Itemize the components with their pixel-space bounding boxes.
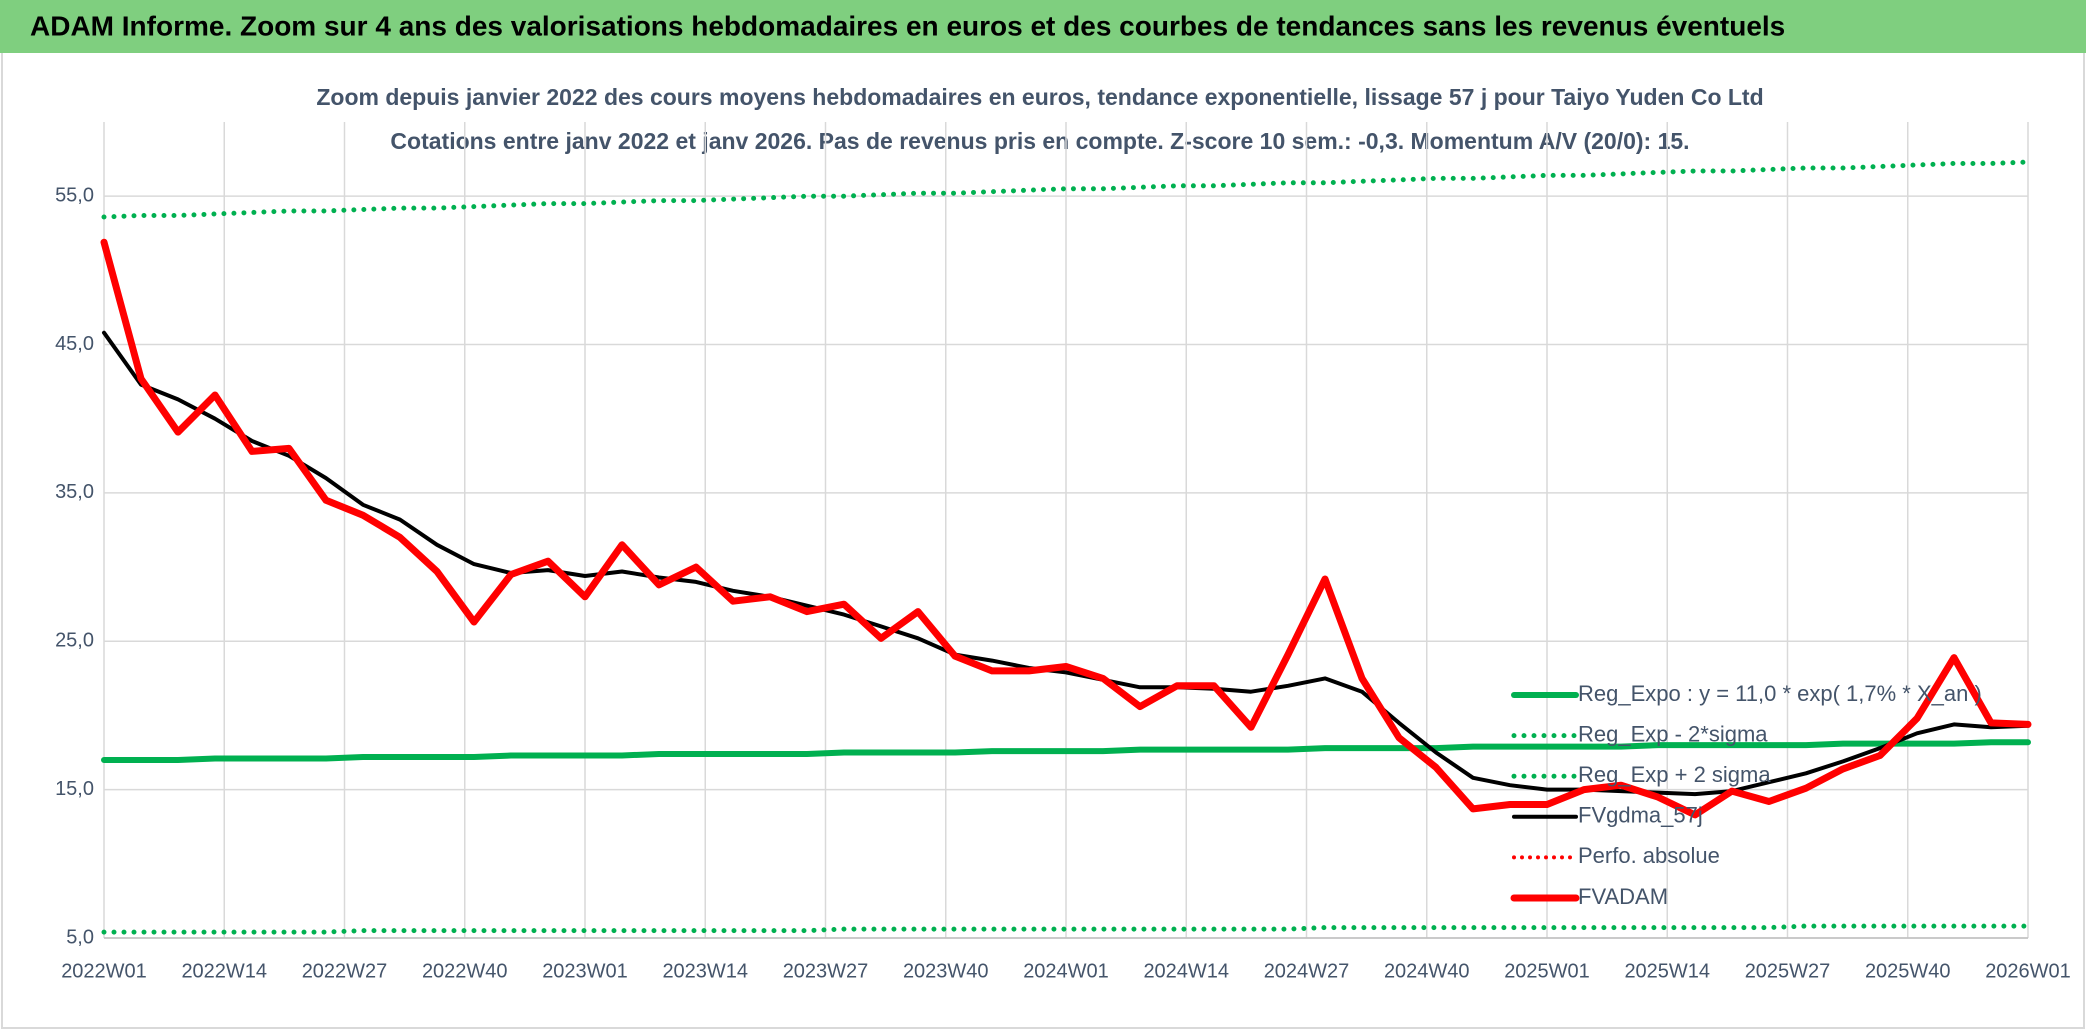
x-tick-label: 2025W14 bbox=[1624, 960, 1710, 982]
legend-label: Perfo. absolue bbox=[1578, 843, 1720, 868]
x-tick-label: 2023W01 bbox=[542, 960, 628, 982]
legend-label: Reg_Expo : y = 11,0 * exp( 1,7% * X_an ) bbox=[1578, 681, 1982, 706]
legend-label: FVADAM bbox=[1578, 884, 1668, 909]
x-tick-label: 2025W01 bbox=[1504, 960, 1590, 982]
x-tick-label: 2023W40 bbox=[903, 960, 989, 982]
legend-label: FVgdma_57j bbox=[1578, 803, 1703, 828]
x-tick-label: 2022W40 bbox=[422, 960, 508, 982]
series-line bbox=[100, 238, 2032, 819]
x-tick-label: 2025W40 bbox=[1865, 960, 1951, 982]
x-tick-label: 2023W14 bbox=[662, 960, 748, 982]
chart-subtitle: Cotations entre janv 2022 et janv 2026. … bbox=[390, 128, 1689, 154]
y-tick-label: 25,0 bbox=[55, 630, 94, 652]
x-tick-label: 2024W27 bbox=[1264, 960, 1350, 982]
header-bar bbox=[0, 0, 2086, 53]
page-title: ADAM Informe. Zoom sur 4 ans des valoris… bbox=[30, 10, 1785, 41]
x-tick-label: 2024W14 bbox=[1143, 960, 1229, 982]
y-tick-label: 35,0 bbox=[55, 481, 94, 503]
series-line bbox=[101, 923, 2031, 935]
y-tick-label: 45,0 bbox=[55, 333, 94, 355]
x-tick-label: 2022W27 bbox=[302, 960, 388, 982]
y-tick-label: 55,0 bbox=[55, 184, 94, 206]
legend-label: Reg_Exp + 2 sigma bbox=[1578, 762, 1771, 787]
x-tick-label: 2022W01 bbox=[61, 960, 147, 982]
x-tick-label: 2026W01 bbox=[1985, 960, 2071, 982]
x-tick-label: 2025W27 bbox=[1745, 960, 1831, 982]
series-line bbox=[101, 159, 2031, 220]
series-line bbox=[101, 739, 2031, 763]
y-tick-label: 15,0 bbox=[55, 778, 94, 800]
y-tick-label: 5,0 bbox=[66, 926, 94, 948]
x-tick-label: 2023W27 bbox=[783, 960, 869, 982]
chart-title: Zoom depuis janvier 2022 des cours moyen… bbox=[316, 84, 1763, 110]
legend-label: Reg_Exp - 2*sigma bbox=[1578, 721, 1768, 746]
x-tick-label: 2024W01 bbox=[1023, 960, 1109, 982]
x-tick-label: 2022W14 bbox=[181, 960, 267, 982]
series-line bbox=[102, 330, 2030, 797]
x-tick-label: 2024W40 bbox=[1384, 960, 1470, 982]
